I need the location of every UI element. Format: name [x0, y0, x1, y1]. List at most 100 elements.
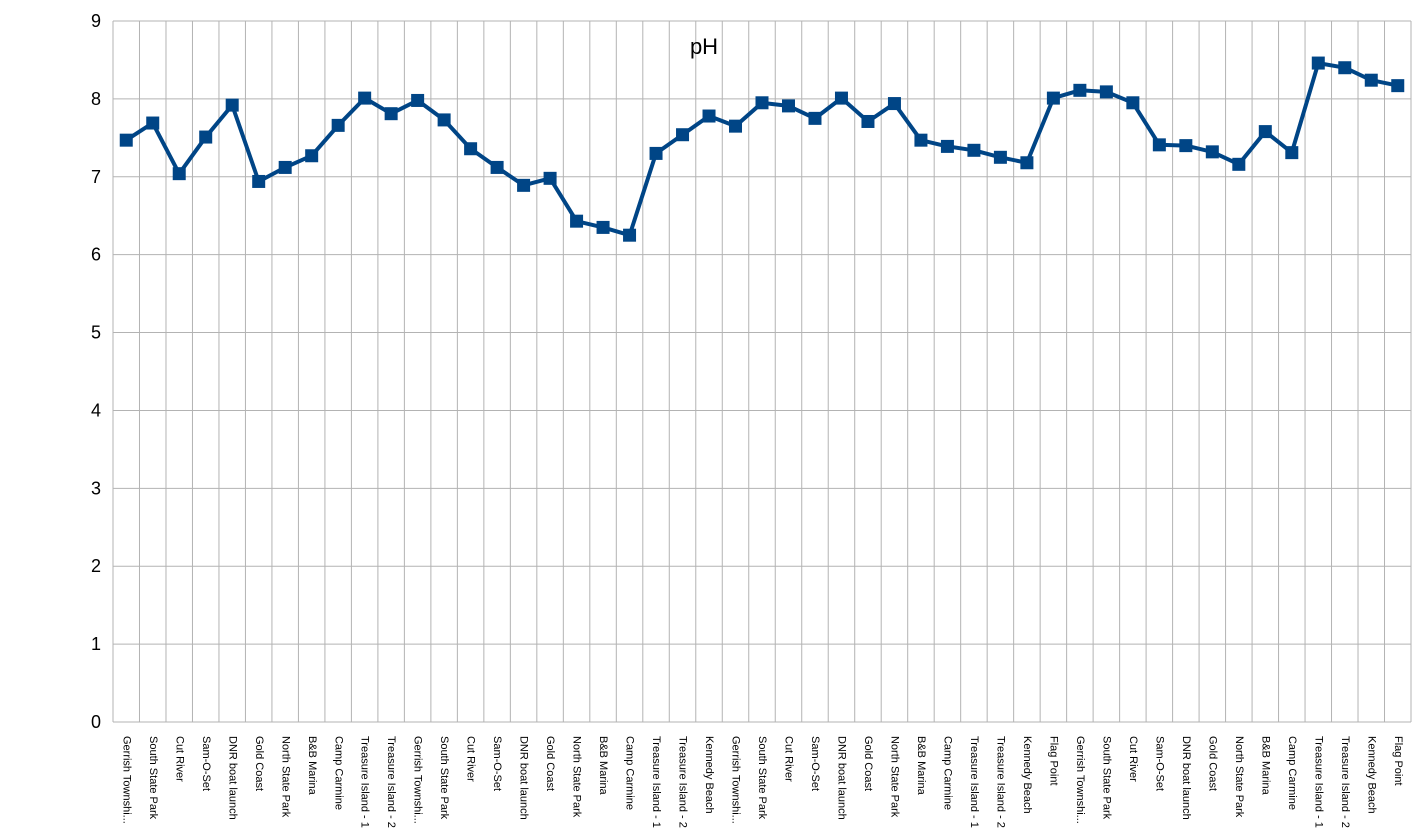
data-point — [1126, 96, 1140, 110]
data-point — [940, 139, 954, 153]
x-tick-label: Gerrish Townshi... — [1074, 736, 1086, 824]
data-point — [570, 214, 584, 228]
data-point — [1311, 56, 1325, 70]
x-tick-label: North State Park — [1233, 736, 1245, 818]
data-point — [358, 91, 372, 105]
data-point — [808, 111, 822, 125]
y-tick-label: 8 — [91, 89, 101, 109]
x-tick-label: Treasure Island - 2 — [1339, 736, 1351, 828]
chart-title: pH — [690, 34, 718, 59]
data-point — [781, 99, 795, 113]
y-tick-label: 9 — [91, 11, 101, 31]
x-tick-label: Sam-O-Set — [491, 736, 503, 791]
y-tick-label: 7 — [91, 167, 101, 187]
x-tick-label: Kennedy Beach — [1021, 736, 1033, 814]
x-tick-label: Gold Coast — [544, 736, 556, 791]
x-tick-label: Gerrish Townshi... — [412, 736, 424, 824]
y-tick-label: 4 — [91, 400, 101, 420]
data-point — [1205, 145, 1219, 159]
data-point — [1179, 139, 1193, 153]
data-point — [225, 98, 239, 112]
data-point — [993, 150, 1007, 164]
x-tick-label: B&B Marina — [1259, 736, 1271, 796]
x-axis-ticks: Gerrish Townshi... South State Park Cut Ri… — [120, 736, 1404, 828]
data-point — [623, 228, 637, 242]
x-tick-label: Cut River — [465, 736, 477, 782]
data-point — [702, 109, 716, 123]
data-point — [490, 160, 504, 174]
y-axis-ticks: 0 1 2 3 4 5 6 7 8 9 — [91, 11, 101, 732]
x-tick-label: Camp Carmine — [942, 736, 954, 810]
x-tick-label: Treasure Island - 1 — [1312, 736, 1324, 828]
x-tick-label: Sam-O-Set — [809, 736, 821, 791]
y-tick-label: 0 — [91, 712, 101, 732]
data-point — [1285, 146, 1299, 160]
data-point — [278, 160, 292, 174]
x-tick-label: Camp Carmine — [624, 736, 636, 810]
x-tick-label: Gold Coast — [862, 736, 874, 791]
x-tick-label: Treasure Island - 1 — [359, 736, 371, 828]
data-point — [596, 220, 610, 234]
data-point — [1020, 156, 1034, 170]
x-tick-label: B&B Marina — [915, 736, 927, 796]
x-tick-label: South State Park — [756, 736, 768, 820]
x-tick-label: DNR boat launch — [1180, 736, 1192, 820]
x-tick-label: North State Park — [279, 736, 291, 818]
gridlines — [112, 20, 1412, 723]
x-tick-label: Kennedy Beach — [703, 736, 715, 814]
y-tick-label: 2 — [91, 556, 101, 576]
data-point — [543, 171, 557, 185]
x-tick-label: Treasure Island - 1 — [968, 736, 980, 828]
data-point — [199, 130, 213, 144]
x-tick-label: DNR boat launch — [836, 736, 848, 820]
data-point — [1258, 125, 1272, 139]
x-tick-label: Cut River — [1127, 736, 1139, 782]
data-point — [676, 128, 690, 142]
data-point — [1099, 85, 1113, 99]
x-tick-label: DNR boat launch — [518, 736, 530, 820]
y-tick-label: 3 — [91, 478, 101, 498]
data-point — [914, 133, 928, 147]
data-point — [1046, 91, 1060, 105]
x-tick-label: Camp Carmine — [1286, 736, 1298, 810]
series-ph — [119, 56, 1405, 242]
data-point — [1391, 79, 1405, 93]
x-tick-label: Flag Point — [1392, 736, 1404, 786]
y-tick-label: 5 — [91, 323, 101, 343]
x-tick-label: B&B Marina — [306, 736, 318, 796]
x-tick-label: Gold Coast — [1206, 736, 1218, 791]
x-tick-label: Treasure Island - 2 — [995, 736, 1007, 828]
data-point — [834, 91, 848, 105]
x-tick-label: South State Park — [438, 736, 450, 820]
data-point — [887, 97, 901, 111]
x-tick-label: Gerrish Townshi... — [120, 736, 132, 824]
data-point — [649, 146, 663, 160]
data-point — [1364, 73, 1378, 87]
data-point — [1073, 83, 1087, 97]
data-point — [305, 149, 319, 163]
x-tick-label: Kennedy Beach — [1365, 736, 1377, 814]
x-tick-label: South State Park — [147, 736, 159, 820]
x-tick-label: Gerrish Townshi... — [730, 736, 742, 824]
data-point — [146, 116, 160, 130]
data-point — [411, 93, 425, 107]
x-tick-label: South State Park — [1100, 736, 1112, 820]
x-tick-label: Flag Point — [1047, 736, 1059, 786]
x-tick-label: B&B Marina — [597, 736, 609, 796]
x-tick-label: Camp Carmine — [332, 736, 344, 810]
x-tick-label: Cut River — [173, 736, 185, 782]
data-point — [755, 96, 769, 110]
data-point — [384, 107, 398, 121]
y-tick-label: 1 — [91, 634, 101, 654]
x-tick-label: Treasure Island - 2 — [677, 736, 689, 828]
x-tick-label: Sam-O-Set — [1153, 736, 1165, 791]
x-tick-label: DNR boat launch — [226, 736, 238, 820]
data-point — [1232, 157, 1246, 171]
data-point — [437, 113, 451, 127]
x-tick-label: North State Park — [889, 736, 901, 818]
data-point — [861, 114, 875, 128]
x-tick-label: Treasure Island - 1 — [650, 736, 662, 828]
x-tick-label: Sam-O-Set — [200, 736, 212, 791]
data-point — [967, 143, 981, 157]
